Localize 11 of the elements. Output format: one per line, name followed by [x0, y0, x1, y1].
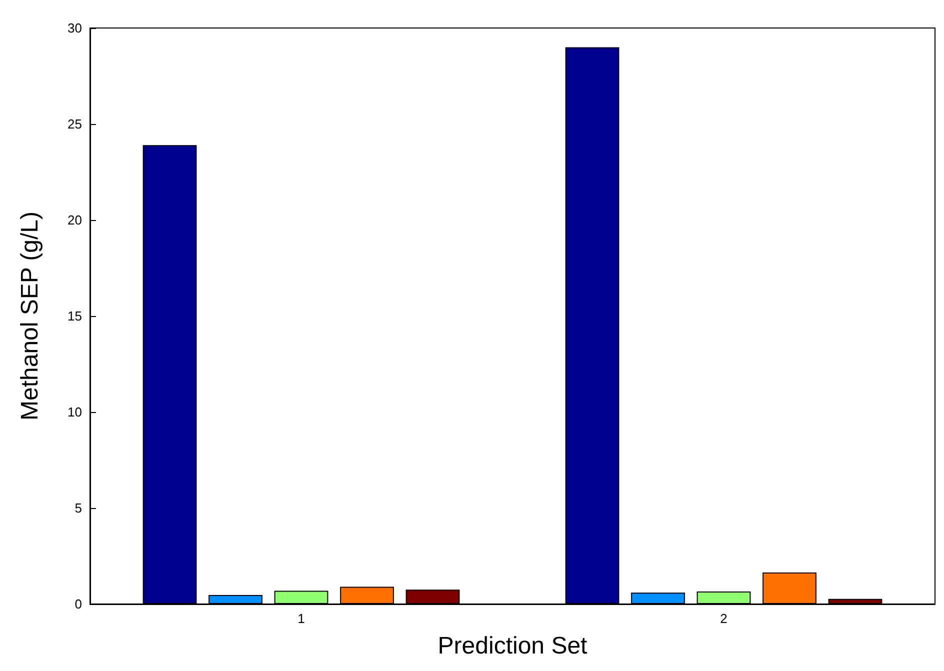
y-tick-label: 10 [68, 404, 82, 420]
y-tick-label: 20 [68, 212, 82, 228]
y-tick-label: 25 [68, 116, 82, 132]
y-axis-title: Methanol SEP (g/L) [16, 211, 44, 421]
y-tick-label: 15 [68, 308, 82, 324]
y-tick-label: 5 [74, 500, 82, 516]
x-tick-label: 2 [720, 611, 728, 626]
x-tick-label: 1 [298, 611, 305, 626]
y-tick-label: 30 [68, 20, 82, 36]
x-axis-title: Prediction Set [438, 632, 588, 660]
y-tick-label: 0 [74, 596, 82, 612]
